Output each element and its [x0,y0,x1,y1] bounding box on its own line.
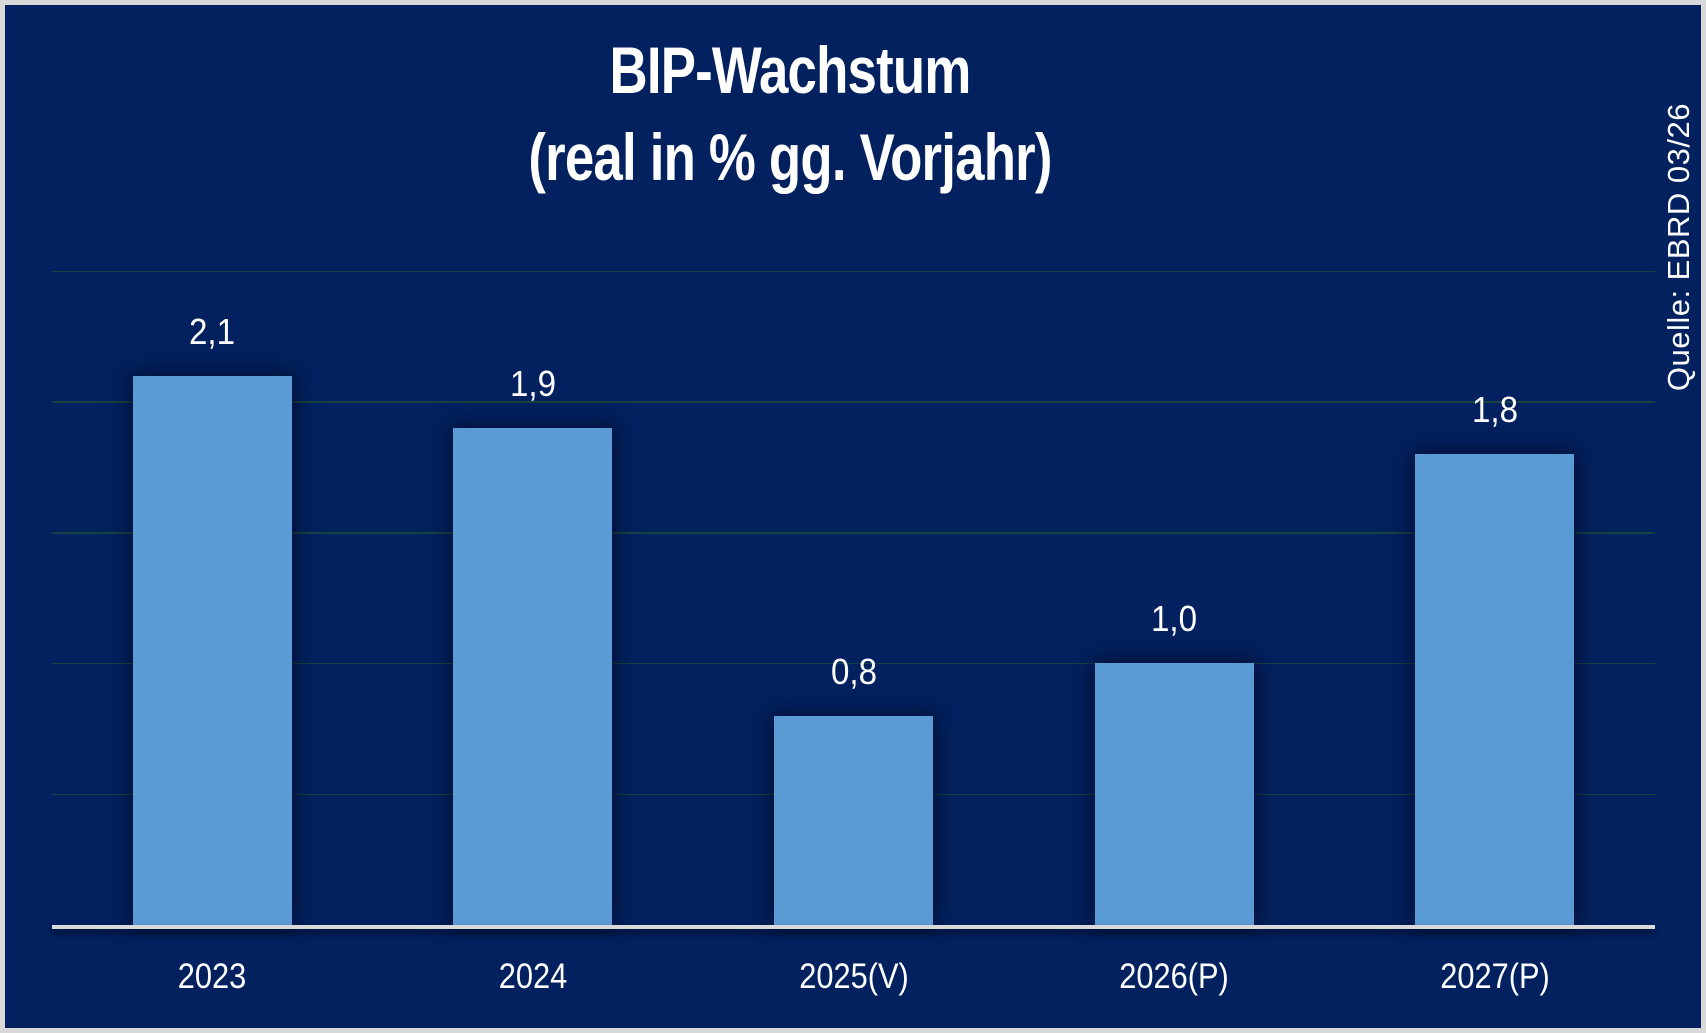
x-axis-label: 2026(P) [1119,957,1229,996]
x-axis-line [52,925,1655,929]
bar-2027(P) [1415,454,1575,925]
gridline [52,532,1655,534]
bar-2025(V) [774,715,933,925]
bar-value-label: 0,8 [830,650,877,692]
chart-title-block: BIP-Wachstum (real in % gg. Vorjahr) [162,27,1418,201]
chart-title: BIP-Wachstum [609,33,971,107]
gridline [52,401,1655,403]
bar-value-label: 1,8 [1471,389,1518,431]
bar-value-label: 2,1 [189,310,236,352]
bar-2023 [132,375,292,925]
bar-2026(P) [1094,663,1254,925]
chart-subtitle: (real in % gg. Vorjahr) [528,120,1052,194]
plot-area: 2,1 1,9 0,8 1,0 1,8 [52,270,1655,925]
source-note: Quelle: EBRD 03/26 [1661,103,1696,392]
bar-value-label: 1,0 [1151,598,1198,640]
gridline [52,270,1655,272]
bar-value-label: 1,9 [509,362,556,404]
x-axis-label: 2023 [178,957,247,996]
x-axis-label: 2027(P) [1439,957,1550,996]
bar-2024 [453,427,613,925]
x-axis-label: 2025(V) [798,957,909,996]
x-axis-label: 2024 [498,957,568,996]
gridline [52,662,1655,665]
